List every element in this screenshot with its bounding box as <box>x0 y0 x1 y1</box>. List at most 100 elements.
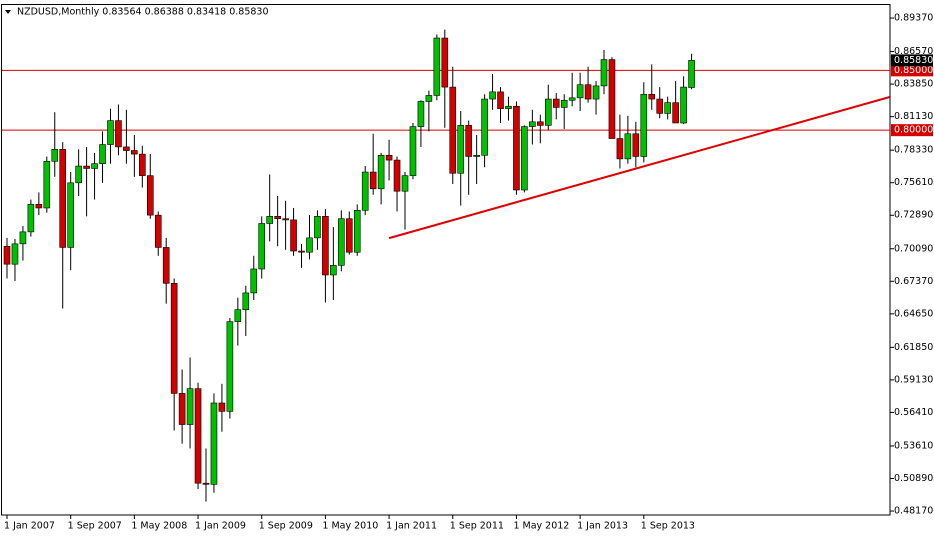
x-tick-label: 1 May 2012 <box>513 521 569 532</box>
candle-body <box>162 247 170 284</box>
candle-body <box>568 97 576 101</box>
x-tick-label: 1 Jan 2009 <box>195 521 246 532</box>
candle-body <box>178 393 186 425</box>
y-tick-label: 0.81130 <box>894 111 933 122</box>
candle-body <box>521 126 528 191</box>
candle-body <box>234 309 242 322</box>
hline-price-box <box>891 124 933 137</box>
candle-body <box>393 159 401 192</box>
candle-body <box>688 60 695 88</box>
y-tick-label: 0.83850 <box>894 79 933 90</box>
chart-title: NZDUSD,Monthly 0.83564 0.86388 0.83418 0… <box>17 7 269 18</box>
candle-body <box>648 93 656 100</box>
x-tick-label: 1 Sep 2013 <box>641 521 695 532</box>
candle-body <box>27 204 35 233</box>
candle-body <box>35 204 43 209</box>
candle-body <box>75 165 82 184</box>
candle-body <box>592 85 600 100</box>
x-tick-label: 1 Jan 2007 <box>4 521 55 532</box>
candle-body <box>345 218 353 253</box>
last-price-box <box>891 54 933 67</box>
candle-body <box>457 125 465 174</box>
candle-body <box>43 160 51 209</box>
x-tick-label: 1 Jan 2011 <box>386 521 437 532</box>
candle-body <box>107 120 114 145</box>
trend-line <box>388 96 891 240</box>
candle-body <box>51 149 59 162</box>
candle-body <box>146 175 154 216</box>
candle-body <box>632 133 640 157</box>
candle-body <box>465 125 472 157</box>
candle-body <box>298 250 305 253</box>
last-price-label: 0.85830 <box>894 55 933 66</box>
candle-body <box>544 98 552 126</box>
candle-body <box>218 402 226 412</box>
candle-body <box>505 105 512 109</box>
candle-body <box>226 321 234 412</box>
candle-body <box>330 265 337 276</box>
candle-body <box>67 182 74 248</box>
candle-body <box>210 402 218 485</box>
y-tick-label: 0.59130 <box>894 374 933 385</box>
candle-body <box>139 153 146 176</box>
candle-body <box>59 149 67 248</box>
candle-body <box>656 98 664 114</box>
candle-body <box>19 231 27 245</box>
y-tick-label: 0.53610 <box>894 440 933 451</box>
candle-body <box>290 219 297 252</box>
candle-body <box>131 150 138 155</box>
y-tick-label: 0.50890 <box>894 473 933 484</box>
candle-body <box>194 388 202 484</box>
candle-body <box>513 105 520 191</box>
y-tick-label: 0.89370 <box>894 13 933 24</box>
candle-body <box>115 120 122 148</box>
candle-body <box>433 37 441 96</box>
candle-body <box>83 165 90 169</box>
y-tick-label: 0.56410 <box>894 407 933 418</box>
candle-body <box>552 98 560 108</box>
candle-body <box>202 482 210 485</box>
candle-body <box>186 388 194 425</box>
candle-body <box>584 84 592 100</box>
candle-body <box>11 243 19 265</box>
candle-body <box>664 102 671 114</box>
candle-body <box>123 146 130 151</box>
x-tick-label: 1 May 2010 <box>322 521 378 532</box>
y-tick-label: 0.72890 <box>894 210 933 221</box>
y-tick-label: 0.78330 <box>894 145 933 156</box>
candle-body <box>91 163 98 169</box>
candle-body <box>258 223 266 270</box>
x-tick-label: 1 Jan 2013 <box>577 521 628 532</box>
x-tick-label: 1 May 2008 <box>131 521 187 532</box>
candle-body <box>99 144 106 164</box>
y-tick-label: 0.86570 <box>894 46 933 57</box>
candle-body <box>680 86 687 124</box>
x-tick-label: 1 Sep 2007 <box>68 521 122 532</box>
plot-frame <box>1 4 891 516</box>
y-tick-label: 0.48170 <box>894 506 933 517</box>
candle-body <box>441 37 449 88</box>
candle-body <box>154 214 162 248</box>
candle-body <box>266 216 273 224</box>
y-tick-label: 0.70090 <box>894 243 933 254</box>
y-tick-label: 0.67370 <box>894 276 933 287</box>
candle-body <box>576 84 584 99</box>
candle-body <box>608 59 616 139</box>
candle-body <box>600 59 608 87</box>
x-tick-label: 1 Sep 2011 <box>450 521 504 532</box>
candle-body <box>672 102 679 124</box>
menu-triangle <box>5 10 11 14</box>
candle-body <box>3 245 11 265</box>
candle-body <box>385 154 393 161</box>
candle-body <box>624 133 632 160</box>
candle-body <box>250 268 258 294</box>
candle-body <box>306 237 313 253</box>
candle-body <box>425 95 433 102</box>
hline-price-label: 0.80000 <box>894 125 933 136</box>
candle-body <box>409 126 417 176</box>
candle-body <box>322 216 329 276</box>
candle-body <box>560 99 568 108</box>
y-tick-label: 0.61850 <box>894 342 933 353</box>
